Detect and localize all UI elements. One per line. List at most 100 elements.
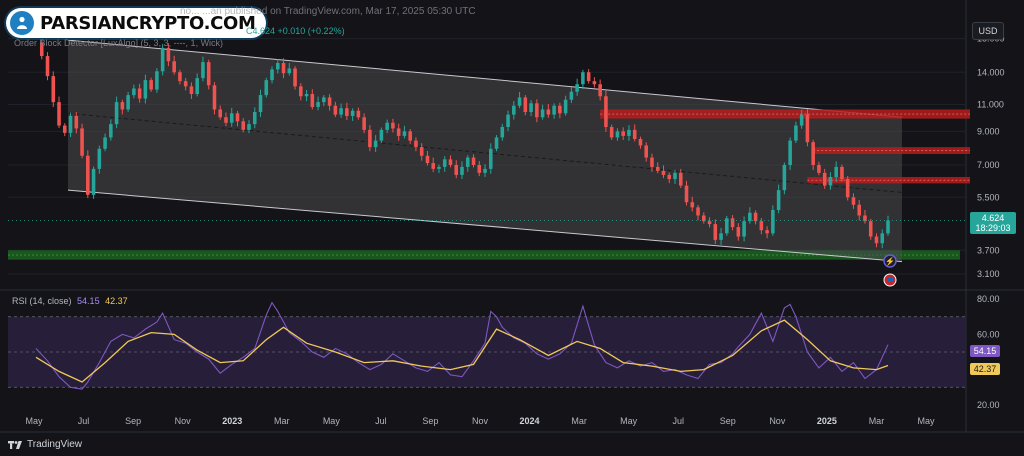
candle-body bbox=[103, 137, 107, 149]
watermark-logo: PARSIANCRYPTO.COM bbox=[6, 8, 266, 38]
candle-body bbox=[742, 221, 746, 237]
candle-body bbox=[650, 157, 654, 167]
candle-body bbox=[471, 157, 476, 165]
news-flag-glyph bbox=[887, 278, 893, 282]
candle-body bbox=[201, 62, 205, 79]
candle-body bbox=[51, 76, 56, 103]
candle-body bbox=[293, 68, 297, 87]
candle-body bbox=[523, 97, 528, 113]
time-axis-label: Jul bbox=[78, 416, 90, 426]
price-axis-label: 9.000 bbox=[977, 126, 1000, 136]
time-axis-label: 2024 bbox=[520, 416, 540, 426]
time-axis-label: 2025 bbox=[817, 416, 837, 426]
candle-body bbox=[350, 110, 355, 116]
candle-body bbox=[609, 126, 614, 138]
candle-body bbox=[172, 61, 176, 73]
candle-body bbox=[229, 113, 234, 123]
last-price-badge: 4.624 18:29:03 bbox=[970, 212, 1016, 234]
candle-body bbox=[604, 96, 608, 127]
footer-text: TradingView bbox=[27, 439, 83, 450]
candle-body bbox=[713, 224, 718, 240]
candle-body bbox=[460, 166, 464, 175]
candle-body bbox=[730, 218, 735, 228]
rsi-label[interactable]: RSI (14, close) 54.15 42.37 bbox=[12, 296, 128, 306]
candle-body bbox=[569, 91, 574, 100]
candle-body bbox=[281, 63, 286, 74]
time-axis-label: Nov bbox=[472, 416, 489, 426]
candle-body bbox=[535, 103, 539, 118]
indicator-label[interactable]: Order Block Detector [LuxAlgo] (5, 3, 3,… bbox=[14, 38, 224, 48]
rsi-value: 54.15 bbox=[77, 296, 100, 306]
candle-body bbox=[598, 84, 602, 97]
candle-body bbox=[391, 122, 395, 129]
candle-body bbox=[178, 72, 182, 82]
time-axis-label: Nov bbox=[175, 416, 192, 426]
time-axis-label: May bbox=[620, 416, 638, 426]
rsi-value-badge: 54.15 bbox=[970, 345, 1000, 357]
rsi-title: RSI (14, close) bbox=[12, 296, 72, 306]
candle-body bbox=[874, 236, 879, 244]
rsi-axis-label: 60.00 bbox=[977, 329, 1000, 339]
candle-body bbox=[644, 145, 649, 158]
candle-body bbox=[299, 86, 303, 97]
candle-body bbox=[402, 131, 407, 136]
candle-body bbox=[120, 102, 125, 110]
rsi-axis-label: 80.00 bbox=[977, 294, 1000, 304]
candle-body bbox=[448, 159, 453, 165]
rsi-ma-badge: 42.37 bbox=[970, 363, 1000, 375]
candle-body bbox=[345, 108, 349, 116]
candle-body bbox=[719, 233, 723, 240]
candle-body bbox=[868, 221, 873, 237]
candle-body bbox=[195, 78, 199, 94]
candle-body bbox=[155, 71, 159, 90]
candle-body bbox=[857, 204, 862, 216]
currency-button[interactable]: USD bbox=[972, 22, 1004, 40]
candle-body bbox=[558, 105, 562, 114]
candle-body bbox=[385, 122, 389, 130]
candle-body bbox=[822, 172, 827, 186]
candle-body bbox=[437, 166, 441, 169]
candle-body bbox=[690, 202, 695, 208]
candle-body bbox=[252, 112, 257, 125]
candle-body bbox=[765, 230, 769, 234]
rsi-ma-value: 42.37 bbox=[105, 296, 128, 306]
channel-lower-line bbox=[67, 189, 903, 263]
candle-body bbox=[632, 129, 637, 140]
rsi-background-band bbox=[8, 316, 966, 388]
candle-body bbox=[655, 166, 660, 171]
candle-body bbox=[212, 85, 217, 110]
candle-body bbox=[258, 95, 263, 113]
candle-body bbox=[368, 129, 372, 148]
candle-body bbox=[431, 163, 436, 169]
bar-countdown: 18:29:03 bbox=[975, 223, 1011, 233]
candle-body bbox=[563, 99, 568, 114]
candle-body bbox=[696, 207, 700, 216]
candle-body bbox=[62, 125, 67, 133]
tradingview-icon bbox=[8, 440, 22, 449]
candle-body bbox=[782, 164, 787, 191]
candle-body bbox=[270, 69, 274, 81]
time-axis-label: Mar bbox=[571, 416, 587, 426]
candle-body bbox=[678, 172, 683, 186]
candle-body bbox=[183, 81, 188, 87]
candle-body bbox=[736, 227, 741, 237]
candle-body bbox=[811, 142, 815, 165]
candle-body bbox=[828, 176, 833, 186]
candle-body bbox=[799, 114, 804, 126]
candle-body bbox=[771, 210, 775, 234]
candle-body bbox=[753, 212, 758, 222]
time-axis-label: Sep bbox=[720, 416, 736, 426]
ohlc-readout: C4.624 +0.010 (+0.22%) bbox=[246, 26, 345, 36]
candle-body bbox=[304, 93, 309, 97]
candle-body bbox=[166, 47, 171, 62]
candle-body bbox=[362, 117, 366, 130]
candle-body bbox=[540, 109, 545, 118]
rsi-ma-line bbox=[35, 319, 889, 383]
price-axis-label: 7.000 bbox=[977, 160, 1000, 170]
candle-body bbox=[661, 170, 666, 175]
footer-brand[interactable]: TradingView bbox=[8, 439, 82, 450]
candle-body bbox=[414, 140, 418, 148]
candle-body bbox=[851, 197, 856, 205]
